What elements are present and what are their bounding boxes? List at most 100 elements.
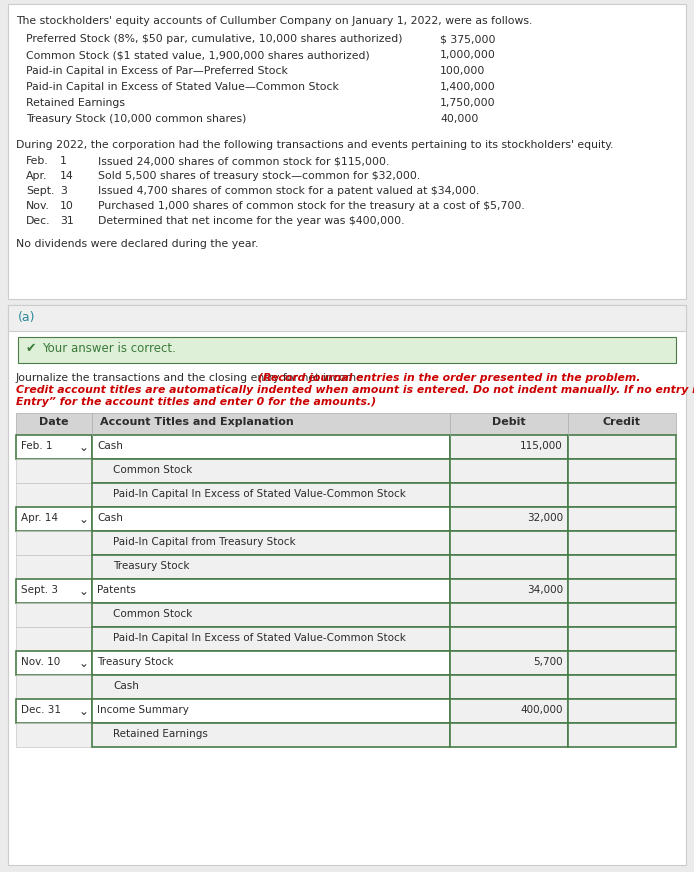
Text: 400,000: 400,000 <box>520 705 563 715</box>
Text: Journalize the transactions and the closing entry for net income.: Journalize the transactions and the clos… <box>16 373 371 383</box>
Bar <box>568 603 676 627</box>
Text: Determined that net income for the year was $400,000.: Determined that net income for the year … <box>98 216 405 226</box>
Text: Sept. 3: Sept. 3 <box>21 585 58 595</box>
Bar <box>92 435 450 459</box>
Text: Cash: Cash <box>97 513 123 523</box>
Text: 40,000: 40,000 <box>440 114 478 124</box>
Bar <box>568 483 676 507</box>
Text: Feb. 1: Feb. 1 <box>21 441 53 451</box>
Text: ⌄: ⌄ <box>79 705 89 718</box>
Bar <box>450 555 568 579</box>
Bar <box>568 651 676 675</box>
Text: 10: 10 <box>60 201 74 211</box>
Text: Paid-in Capital in Excess of Par—Preferred Stock: Paid-in Capital in Excess of Par—Preferr… <box>26 66 288 76</box>
Bar <box>92 459 450 483</box>
Text: ⌄: ⌄ <box>79 657 89 670</box>
Text: 1,750,000: 1,750,000 <box>440 98 496 108</box>
Bar <box>450 723 568 747</box>
Text: Cash: Cash <box>113 681 139 691</box>
Bar <box>16 651 92 675</box>
Text: Patents: Patents <box>97 585 136 595</box>
Text: Treasury Stock: Treasury Stock <box>113 561 189 571</box>
Text: 115,000: 115,000 <box>520 441 563 451</box>
Bar <box>16 483 92 507</box>
Text: Retained Earnings: Retained Earnings <box>113 729 208 739</box>
Text: Your answer is correct.: Your answer is correct. <box>42 342 176 355</box>
Text: ✔: ✔ <box>26 342 37 355</box>
Text: Account Titles and Explanation: Account Titles and Explanation <box>100 417 294 427</box>
Text: Purchased 1,000 shares of common stock for the treasury at a cost of $5,700.: Purchased 1,000 shares of common stock f… <box>98 201 525 211</box>
Bar <box>16 413 676 435</box>
Bar <box>568 723 676 747</box>
Bar <box>16 555 92 579</box>
Text: Common Stock: Common Stock <box>113 609 192 619</box>
Bar <box>92 483 450 507</box>
Bar <box>8 4 686 299</box>
Text: Nov. 10: Nov. 10 <box>21 657 60 667</box>
Text: Treasury Stock: Treasury Stock <box>97 657 174 667</box>
Text: (Record journal entries in the order presented in the problem.: (Record journal entries in the order pre… <box>258 373 641 383</box>
Bar <box>450 603 568 627</box>
Text: Common Stock ($1 stated value, 1,900,000 shares authorized): Common Stock ($1 stated value, 1,900,000… <box>26 50 370 60</box>
Bar <box>18 337 676 363</box>
Text: 1,400,000: 1,400,000 <box>440 82 496 92</box>
Bar <box>8 305 686 331</box>
Text: 100,000: 100,000 <box>440 66 485 76</box>
Bar <box>568 531 676 555</box>
Bar <box>16 579 92 603</box>
Text: 1: 1 <box>60 156 67 166</box>
Text: Cash: Cash <box>97 441 123 451</box>
Bar <box>92 699 450 723</box>
Bar <box>450 459 568 483</box>
Bar <box>568 675 676 699</box>
Bar <box>92 555 450 579</box>
Text: Sold 5,500 shares of treasury stock—common for $32,000.: Sold 5,500 shares of treasury stock—comm… <box>98 171 421 181</box>
Bar <box>16 699 92 723</box>
Bar <box>92 627 450 651</box>
Bar <box>568 579 676 603</box>
Text: Paid-In Capital In Excess of Stated Value-Common Stock: Paid-In Capital In Excess of Stated Valu… <box>113 633 406 643</box>
Text: Issued 4,700 shares of common stock for a patent valued at $34,000.: Issued 4,700 shares of common stock for … <box>98 186 480 196</box>
Text: 1,000,000: 1,000,000 <box>440 50 496 60</box>
Bar <box>16 435 92 459</box>
Bar <box>92 603 450 627</box>
Text: (a): (a) <box>18 311 35 324</box>
Text: Date: Date <box>40 417 69 427</box>
Bar <box>92 723 450 747</box>
Text: Debit: Debit <box>492 417 526 427</box>
Text: $ 375,000: $ 375,000 <box>440 34 496 44</box>
Text: The stockholders' equity accounts of Cullumber Company on January 1, 2022, were : The stockholders' equity accounts of Cul… <box>16 16 532 26</box>
Text: Entry” for the account titles and enter 0 for the amounts.): Entry” for the account titles and enter … <box>16 397 376 407</box>
Text: 32,000: 32,000 <box>527 513 563 523</box>
Bar <box>450 507 568 531</box>
Bar <box>450 675 568 699</box>
Text: Issued 24,000 shares of common stock for $115,000.: Issued 24,000 shares of common stock for… <box>98 156 389 166</box>
Text: Sept.: Sept. <box>26 186 54 196</box>
Bar <box>16 675 92 699</box>
Bar <box>8 305 686 865</box>
Bar <box>450 483 568 507</box>
Text: Apr.: Apr. <box>26 171 47 181</box>
Bar <box>16 507 92 531</box>
Text: Credit: Credit <box>603 417 641 427</box>
Text: ⌄: ⌄ <box>79 513 89 526</box>
Text: Feb.: Feb. <box>26 156 49 166</box>
Bar <box>92 531 450 555</box>
Text: ⌄: ⌄ <box>79 441 89 454</box>
Text: Paid-In Capital from Treasury Stock: Paid-In Capital from Treasury Stock <box>113 537 296 547</box>
Text: 31: 31 <box>60 216 74 226</box>
Bar <box>92 579 450 603</box>
Text: No dividends were declared during the year.: No dividends were declared during the ye… <box>16 239 258 249</box>
Bar <box>92 675 450 699</box>
Bar <box>16 627 92 651</box>
Bar <box>450 651 568 675</box>
Bar <box>16 603 92 627</box>
Bar <box>568 699 676 723</box>
Text: Treasury Stock (10,000 common shares): Treasury Stock (10,000 common shares) <box>26 114 246 124</box>
Text: Dec.: Dec. <box>26 216 51 226</box>
Bar <box>450 627 568 651</box>
Text: Dec. 31: Dec. 31 <box>21 705 61 715</box>
Text: Paid-in Capital in Excess of Stated Value—Common Stock: Paid-in Capital in Excess of Stated Valu… <box>26 82 339 92</box>
Text: ⌄: ⌄ <box>79 585 89 598</box>
Text: Paid-In Capital In Excess of Stated Value-Common Stock: Paid-In Capital In Excess of Stated Valu… <box>113 489 406 499</box>
